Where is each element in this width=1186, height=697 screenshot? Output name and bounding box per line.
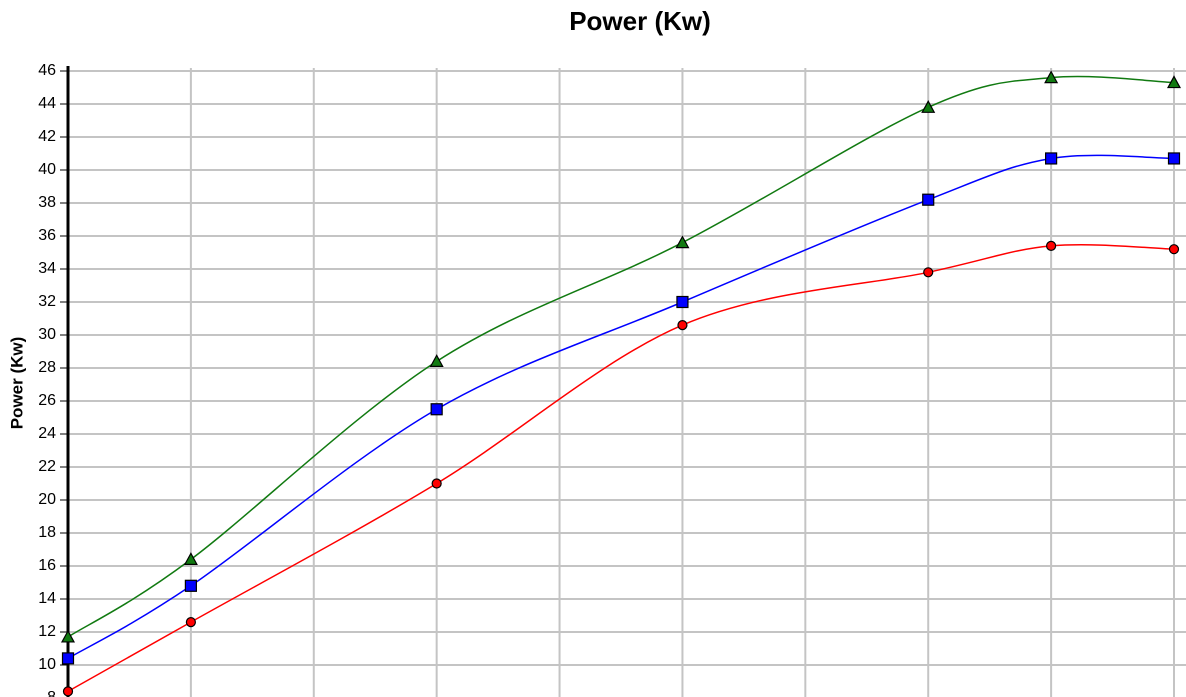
point <box>1166 75 1182 89</box>
point <box>60 629 76 643</box>
y-tick-label: 32 <box>38 293 56 310</box>
series-line <box>67 154 1175 660</box>
y-tick-label: 18 <box>38 524 56 541</box>
y-tick-label: 34 <box>38 260 56 277</box>
point <box>62 686 74 697</box>
y-tick-label: 20 <box>38 491 56 508</box>
y-tick-label: 40 <box>38 161 56 178</box>
point <box>676 295 689 309</box>
point <box>677 320 688 331</box>
point <box>922 193 935 206</box>
chart-title: Power (Kw) <box>569 6 711 36</box>
point <box>1044 70 1059 84</box>
y-tick-label: 8 <box>47 689 56 697</box>
y-tick-label: 46 <box>38 62 56 79</box>
y-axis-label: Power (Kw) <box>7 337 26 430</box>
point <box>430 403 443 416</box>
y-tick-label: 10 <box>38 656 56 673</box>
series-line <box>67 243 1175 693</box>
point <box>183 552 198 566</box>
point <box>429 354 444 367</box>
y-tick-label: 36 <box>38 227 56 244</box>
point <box>923 267 934 278</box>
y-tick-label: 44 <box>38 95 56 112</box>
point <box>921 100 936 113</box>
series-line <box>67 75 1175 638</box>
y-tick-label: 28 <box>38 359 56 376</box>
point <box>1046 240 1057 251</box>
point <box>184 579 197 592</box>
point <box>1168 244 1180 255</box>
y-tick-label: 42 <box>38 128 56 145</box>
point <box>61 652 75 665</box>
point <box>1045 152 1058 165</box>
y-tick-label: 16 <box>38 557 56 574</box>
y-tick-label: 14 <box>38 590 56 607</box>
point <box>675 235 690 249</box>
y-tick-label: 12 <box>38 623 56 640</box>
point <box>1167 152 1181 165</box>
y-tick-label: 22 <box>38 458 56 475</box>
y-tick-label: 30 <box>38 326 56 343</box>
y-tick-label: 24 <box>38 425 56 442</box>
point <box>431 478 442 489</box>
y-tick-label: 26 <box>38 392 56 409</box>
point <box>185 616 196 628</box>
y-tick-label: 38 <box>38 194 56 211</box>
